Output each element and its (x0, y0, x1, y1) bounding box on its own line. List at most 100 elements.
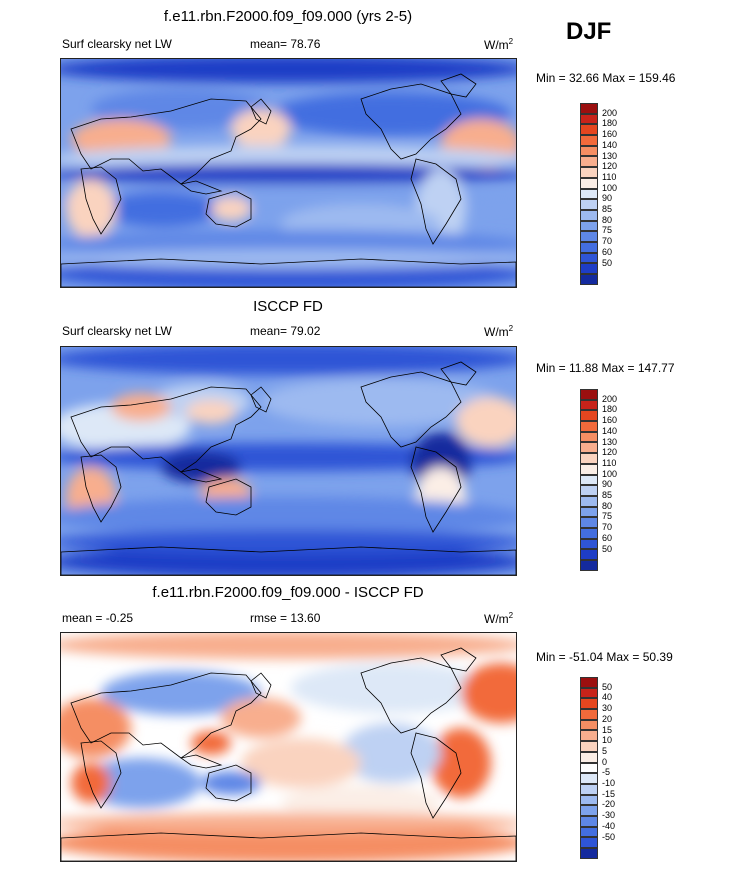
panel1-variable: Surf clearsky net LW (62, 37, 172, 51)
colorbar-tick-label: 110 (602, 171, 617, 182)
colorbar-tick-label: 130 (602, 436, 618, 447)
colorbar-tick-label: 70 (602, 522, 613, 533)
colorbar-tick-label: -30 (602, 810, 616, 821)
colorbar-tick-label: 0 (602, 756, 608, 767)
colorbar-tick-label: 80 (602, 500, 613, 511)
colorbar-swatch (580, 231, 598, 242)
colorbar-tick-label: 180 (602, 118, 618, 129)
colorbar-tick-label: 10 (602, 735, 613, 746)
panel2-minmax: Min = 11.88 Max = 147.77 (536, 361, 675, 375)
panel1-units: W/m2 (484, 37, 514, 52)
colorbar-swatch (580, 263, 598, 274)
colorbar-swatch (580, 527, 598, 539)
colorbar-tick-label: 110 (602, 457, 617, 468)
colorbar-swatch (580, 188, 598, 200)
panel1-mean: mean= 78.76 (250, 37, 321, 51)
panel2-units: W/m2 (484, 324, 514, 339)
panel2-mean: mean= 79.02 (250, 324, 321, 338)
colorbar-swatch (580, 103, 598, 114)
colorbar-swatch (580, 177, 598, 189)
colorbar-swatch (580, 762, 598, 774)
colorbar-tick-label: 180 (602, 404, 618, 415)
colorbar-swatch (580, 560, 598, 571)
colorbar-tick-label: 90 (602, 193, 613, 204)
colorbar-swatch (580, 252, 598, 264)
colorbar-swatch (580, 687, 598, 699)
colorbar-tick-label: -50 (602, 831, 616, 842)
colorbar-tick-label: 50 (602, 681, 613, 692)
colorbar-swatch (580, 463, 598, 475)
panel3-rmse: rmse = 13.60 (250, 611, 321, 625)
panel3-units: W/m2 (484, 611, 514, 626)
colorbar-tick-label: 200 (602, 107, 618, 118)
colorbar-swatch (580, 751, 598, 763)
colorbar-swatch (580, 442, 598, 454)
colorbar-swatch (580, 274, 598, 285)
panel1-minmax: Min = 32.66 Max = 159.46 (536, 71, 676, 85)
colorbar-swatch (580, 826, 598, 838)
colorbar-swatch (580, 485, 598, 496)
colorbar-swatch (580, 815, 598, 827)
colorbar-tick-label: 200 (602, 393, 618, 404)
colorbar-swatch (580, 837, 598, 848)
colorbar-swatch (580, 241, 598, 253)
panel2-map (60, 346, 517, 576)
colorbar-swatch (580, 135, 598, 146)
world-map-field (61, 633, 516, 861)
world-map-field (61, 347, 516, 575)
colorbar-tick-label: 120 (602, 161, 618, 172)
colorbar-tick-label: 60 (602, 532, 613, 543)
colorbar-tick-label: 30 (602, 703, 613, 714)
colorbar-swatch (580, 719, 598, 731)
colorbar-swatch (580, 199, 598, 210)
colorbar-tick-label: 140 (602, 139, 618, 150)
colorbar-swatch (580, 783, 598, 795)
colorbar-swatch (580, 410, 598, 422)
colorbar-tick-label: -20 (602, 799, 616, 810)
season-label: DJF (566, 18, 612, 45)
panel1-title: f.e11.rbn.F2000.f09_f09.000 (yrs 2-5) (163, 8, 413, 25)
colorbar-tick-label: 50 (602, 543, 613, 554)
colorbar-swatch (580, 113, 598, 125)
colorbar-tick-label: 100 (602, 182, 618, 193)
colorbar-tick-label: 40 (602, 692, 613, 703)
colorbar-swatch (580, 220, 598, 232)
panel3-minmax: Min = -51.04 Max = 50.39 (536, 650, 673, 664)
colorbar-tick-label: 130 (602, 150, 618, 161)
colorbar-swatch (580, 495, 598, 507)
panel2-colorbar: 200 180 160 140 130 120 110 100 90 85 80 75 70 60 50 (580, 389, 617, 571)
colorbar-swatch (580, 431, 598, 443)
colorbar-swatch (580, 848, 598, 859)
panel2-variable: Surf clearsky net LW (62, 324, 172, 338)
panel3-map (60, 632, 517, 862)
colorbar-swatch (580, 773, 598, 784)
colorbar-swatch (580, 730, 598, 742)
colorbar-swatch (580, 474, 598, 486)
colorbar-tick-label: 85 (602, 204, 613, 214)
colorbar-tick-label: 160 (602, 415, 618, 426)
colorbar-tick-label: 80 (602, 214, 613, 225)
colorbar-swatch (580, 399, 598, 411)
colorbar-tick-label: 85 (602, 490, 613, 500)
colorbar-swatch (580, 549, 598, 560)
colorbar-swatch (580, 538, 598, 550)
colorbar-swatch (580, 709, 598, 720)
colorbar-tick-label: 75 (602, 225, 613, 236)
colorbar-swatch (580, 421, 598, 432)
panel1-map (60, 58, 517, 288)
colorbar-tick-label: 120 (602, 447, 618, 458)
colorbar-tick-label: 70 (602, 236, 613, 247)
colorbar-swatch (580, 698, 598, 710)
colorbar-tick-label: -40 (602, 820, 616, 831)
panel3-title: f.e11.rbn.F2000.f09_f09.000 - ISCCP FD (152, 584, 424, 601)
colorbar-tick-label: 100 (602, 468, 618, 479)
colorbar-tick-label: 20 (602, 713, 613, 724)
colorbar-swatch (580, 794, 598, 806)
colorbar-swatch (580, 506, 598, 518)
panel3-mean: mean = -0.25 (62, 611, 134, 625)
colorbar-swatch (580, 145, 598, 157)
colorbar-swatch (580, 453, 598, 464)
panel1-colorbar: 200 180 160 140 130 120 110 100 90 85 80 75 70 60 50 (580, 103, 617, 285)
colorbar-tick-label: -5 (602, 767, 611, 778)
colorbar-swatch (580, 209, 598, 221)
